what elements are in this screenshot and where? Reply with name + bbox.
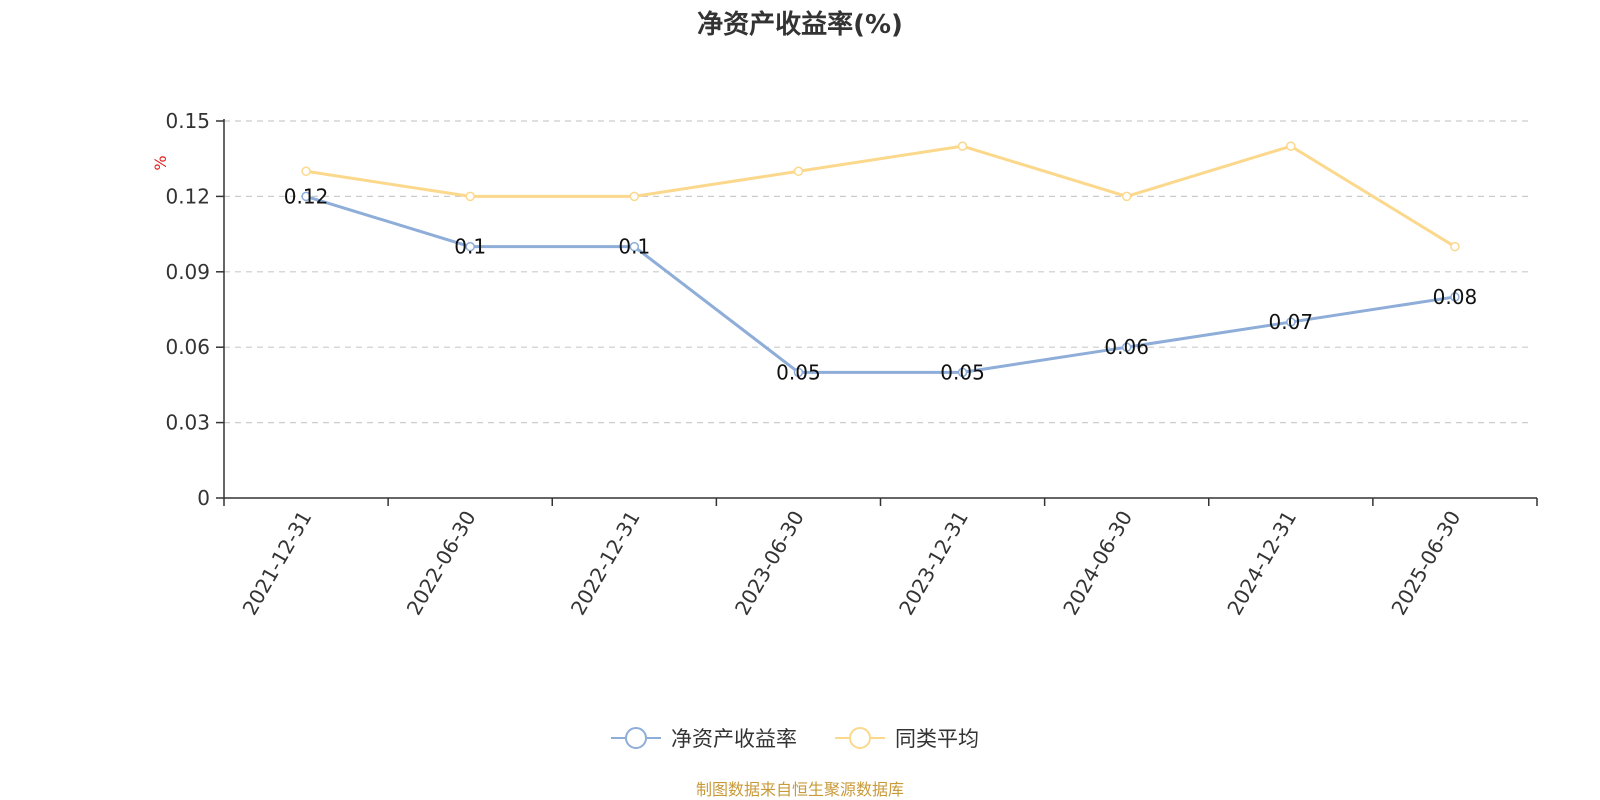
data-label-6: 0.07	[1269, 310, 1314, 334]
series-0-point-2	[629, 241, 640, 252]
data-label-7: 0.08	[1433, 285, 1478, 309]
data-label-1: 0.1	[454, 235, 486, 259]
legend-swatch-marker-0	[625, 727, 647, 749]
series-1-point-1	[465, 191, 475, 202]
series-0-point-4	[957, 367, 968, 378]
series-0-point-1	[465, 241, 475, 252]
series-1-point-7	[1450, 241, 1460, 252]
series-0-point-7	[1450, 292, 1460, 302]
x-tick-label-2: 2022-12-31	[566, 507, 645, 620]
y-tick-label-3: 0.09	[165, 260, 210, 284]
legend-label-0: 净资产收益率	[671, 727, 797, 751]
x-tick-label-6: 2024-12-31	[1222, 507, 1301, 620]
grid-lines	[224, 120, 1532, 424]
x-tick-label-4: 2023-12-31	[894, 507, 973, 620]
legend: 净资产收益率 同类平均	[611, 727, 979, 751]
legend-swatch-marker-1	[849, 727, 871, 749]
y-tick-label-2: 0.06	[165, 335, 210, 359]
data-label-2: 0.1	[618, 235, 650, 259]
series-line-1	[305, 144, 1456, 248]
data-label-5: 0.06	[1104, 335, 1149, 359]
source-note: 制图数据来自恒生聚源数据库	[696, 780, 904, 799]
series-1-point-4	[957, 141, 968, 151]
series-line-0	[305, 194, 1456, 374]
series-0-point-5	[1121, 342, 1132, 352]
data-label-3: 0.05	[776, 360, 821, 384]
axes: 0 0.03 0.06 0.09 0.12 0.15 2021-12-31 2022-06-3…	[165, 109, 1538, 620]
data-label-0: 0.12	[284, 184, 329, 208]
series-1-point-3	[793, 166, 804, 177]
series-1-point-0	[301, 166, 311, 177]
y-tick-label-1: 0.03	[165, 411, 210, 435]
y-axis-unit-label: %	[151, 155, 170, 170]
legend-label-1: 同类平均	[895, 727, 979, 751]
y-tick-label-5: 0.15	[165, 109, 210, 133]
data-label-4: 0.05	[940, 360, 985, 384]
series-0-point-3	[793, 367, 804, 378]
chart-title: 净资产收益率(%)	[697, 9, 903, 40]
data-labels: 0.12 0.1 0.1 0.05 0.05 0.06 0.07 0.08	[284, 184, 1477, 384]
series-1-point-2	[629, 191, 640, 202]
series-lines	[301, 141, 1460, 378]
y-tick-label-4: 0.12	[165, 184, 210, 208]
series-1-point-6	[1286, 141, 1296, 151]
y-tick-label-0: 0	[197, 486, 210, 510]
x-tick-label-3: 2023-06-30	[730, 507, 809, 620]
x-tick-label-0: 2021-12-31	[237, 507, 316, 620]
x-tick-label-7: 2025-06-30	[1386, 507, 1465, 620]
series-1-point-5	[1121, 191, 1132, 202]
x-tick-label-5: 2024-06-30	[1058, 507, 1137, 620]
series-0-point-6	[1286, 317, 1296, 327]
series-0-point-0	[301, 191, 311, 202]
x-tick-label-1: 2022-06-30	[402, 507, 481, 620]
